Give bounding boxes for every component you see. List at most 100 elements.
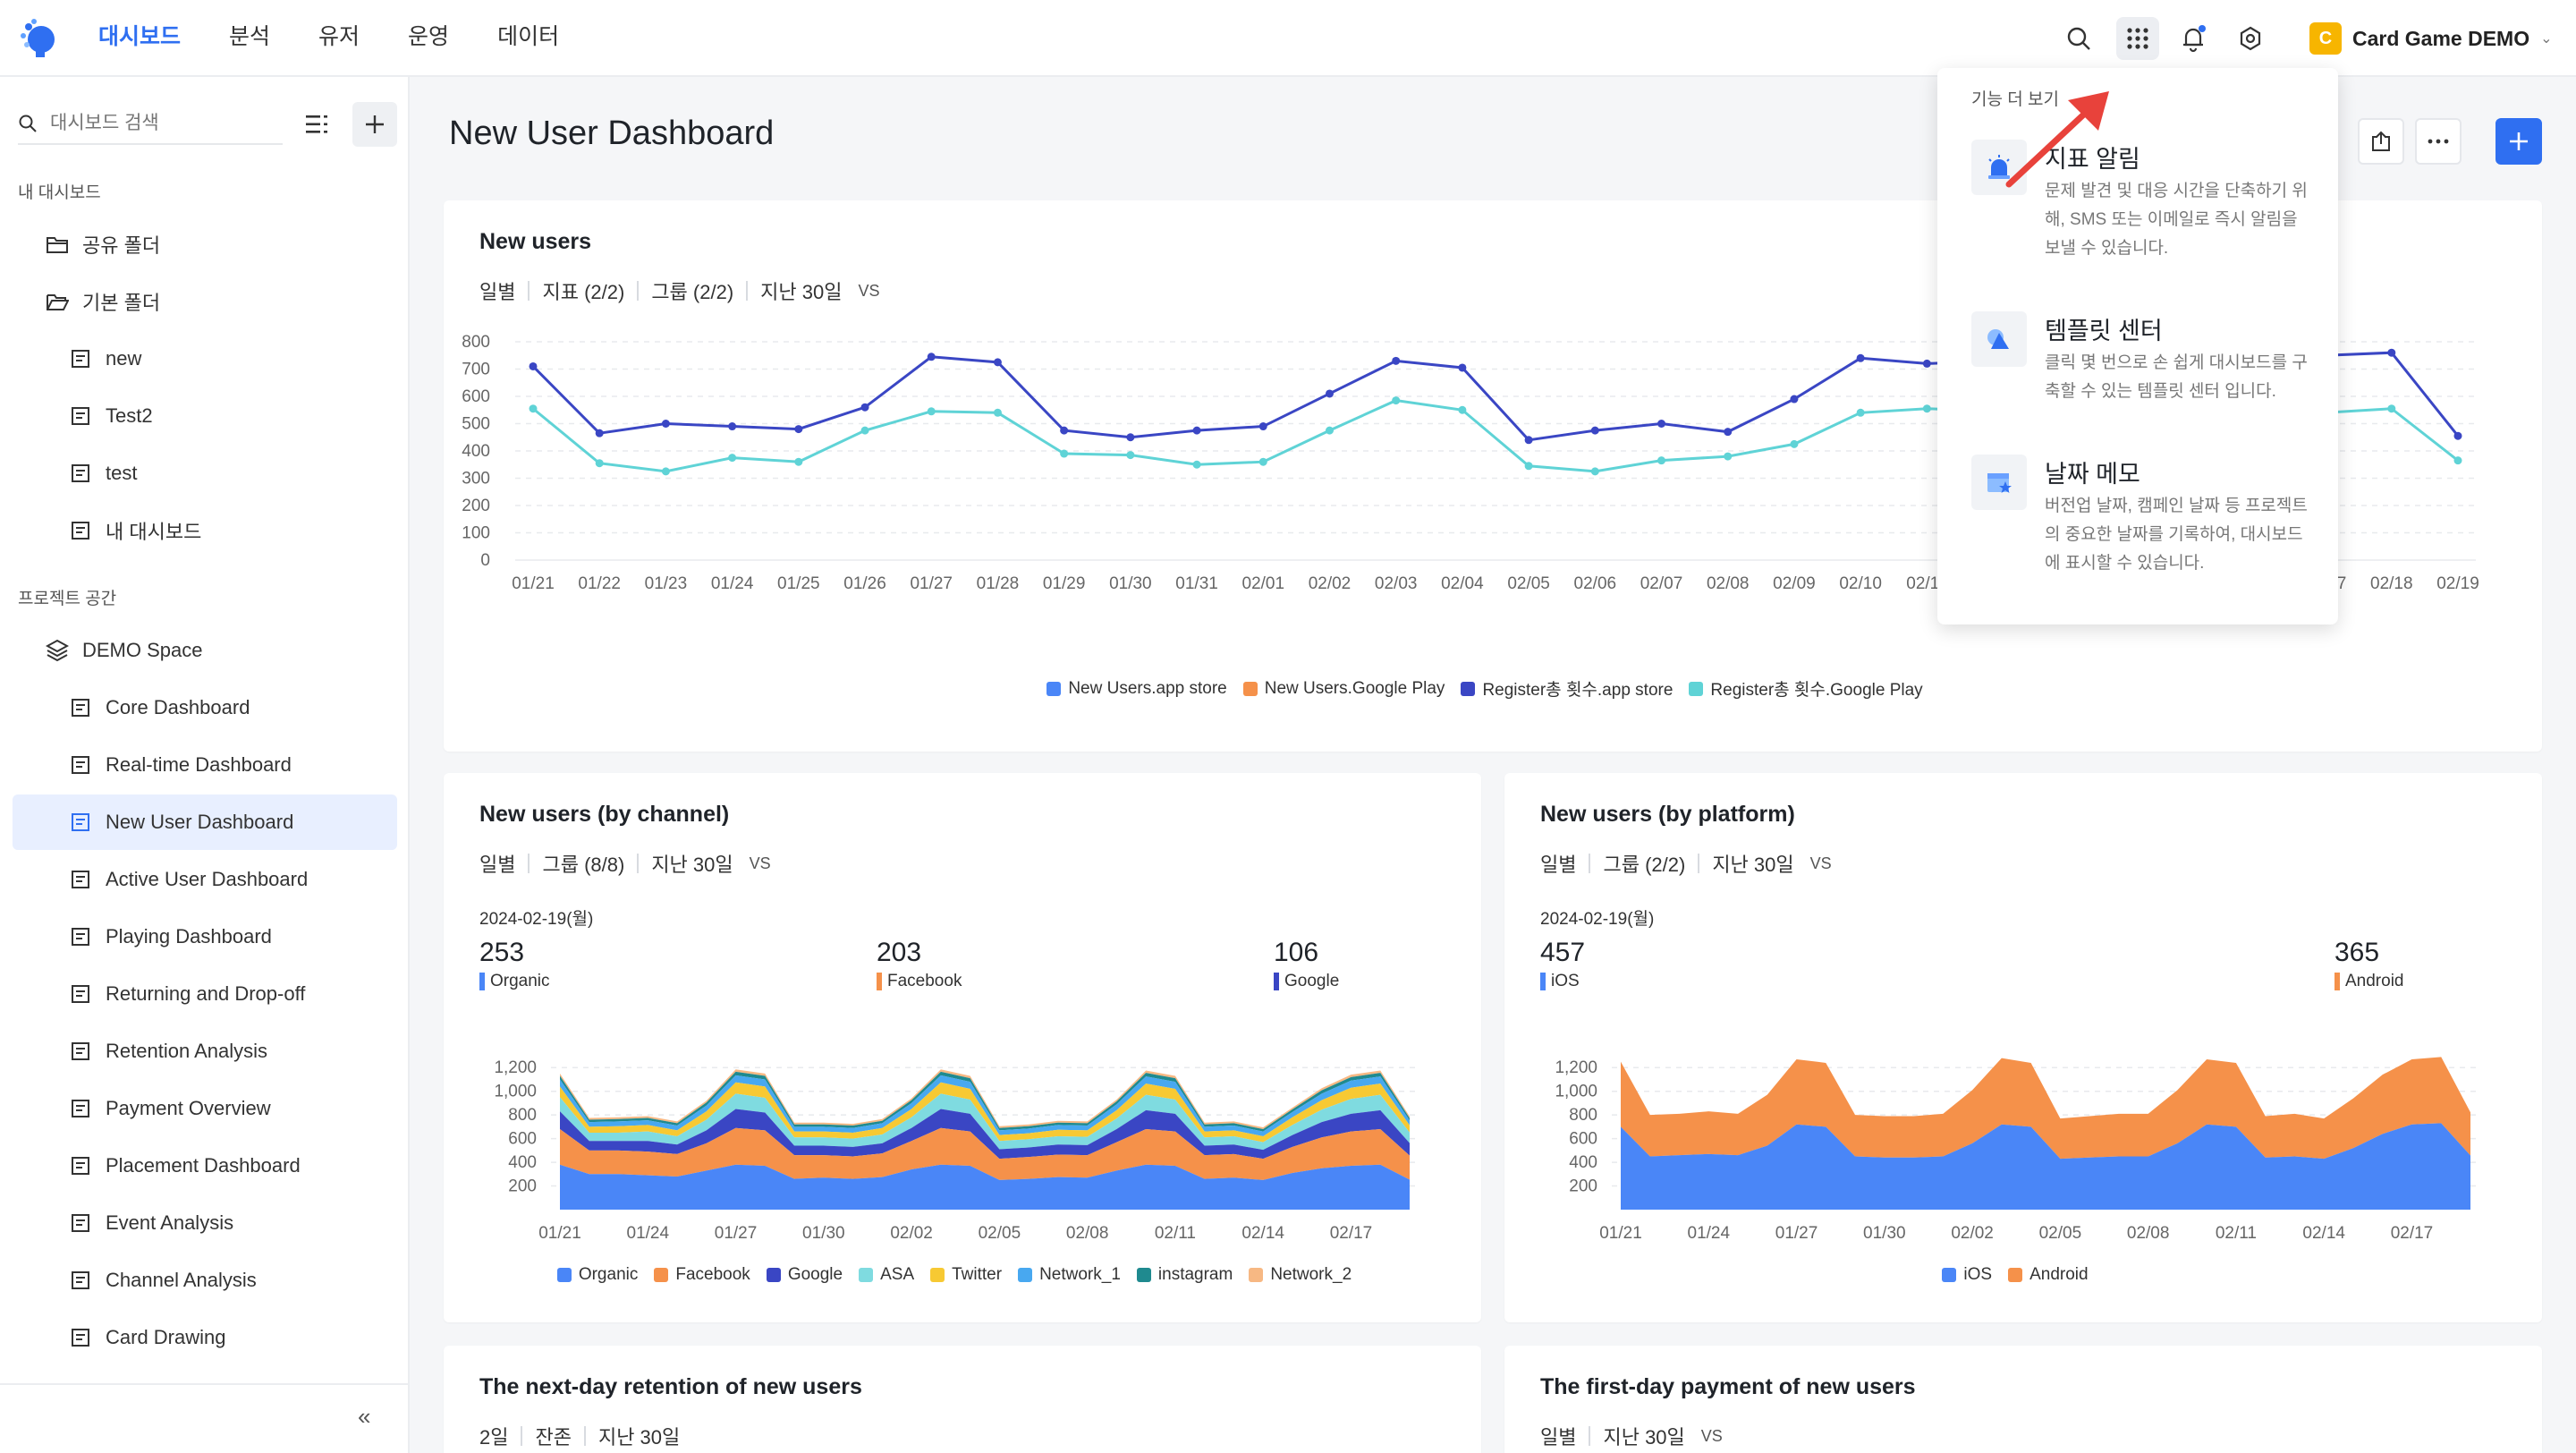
filter-interval[interactable]: 일별 xyxy=(1540,1426,1577,1449)
legend-item[interactable]: Organic xyxy=(556,1265,638,1285)
filter-interval[interactable]: 일별 xyxy=(479,281,516,303)
data-point xyxy=(1325,389,1334,398)
x-tick-label: 02/06 xyxy=(1574,574,1617,593)
legend-item[interactable]: Register총 횟수.app store xyxy=(1461,676,1673,701)
bell-icon[interactable] xyxy=(2172,17,2215,60)
filter-type[interactable]: 잔존 xyxy=(535,1426,572,1449)
sidebar-item-real-time-dashboard[interactable]: Real-time Dashboard xyxy=(13,737,397,793)
card-title[interactable]: New users (by channel) xyxy=(479,802,730,827)
filter-range[interactable]: 지난 30일 xyxy=(1603,1426,1685,1449)
card-title[interactable]: New users (by platform) xyxy=(1540,802,1795,827)
filter-range[interactable]: 지난 30일 xyxy=(651,854,733,876)
series-area xyxy=(1621,1057,2470,1160)
document-icon xyxy=(68,924,93,949)
sidebar-item-new[interactable]: new xyxy=(13,331,397,387)
compare-vs-toggle[interactable]: VS xyxy=(749,854,771,872)
settings-gear-icon[interactable] xyxy=(2229,17,2272,60)
legend-item[interactable]: iOS xyxy=(1942,1265,1992,1285)
add-chart-button[interactable] xyxy=(2496,118,2542,165)
filter-days[interactable]: 2일 xyxy=(479,1426,509,1449)
feature-metric-alert[interactable]: 지표 알림 문제 발견 및 대응 시간을 단축하기 위해, SMS 또는 이메일… xyxy=(1971,140,2320,265)
card-title[interactable]: New users xyxy=(479,229,592,254)
document-icon xyxy=(68,981,93,1007)
data-point xyxy=(1060,449,1069,458)
y-tick-label: 600 xyxy=(462,387,490,406)
compare-vs-toggle[interactable]: VS xyxy=(858,281,880,300)
add-dashboard-button[interactable] xyxy=(352,102,397,147)
legend-item[interactable]: Facebook xyxy=(654,1265,750,1285)
legend-item[interactable]: New Users.Google Play xyxy=(1242,679,1445,699)
filter-interval[interactable]: 일별 xyxy=(1540,854,1577,876)
share-button[interactable] xyxy=(2358,118,2404,165)
sidebar-item-core-dashboard[interactable]: Core Dashboard xyxy=(13,680,397,735)
dashboard-search-input[interactable] xyxy=(50,113,265,134)
legend-swatch xyxy=(2008,1268,2023,1282)
filter-metrics[interactable]: 지표 (2/2) xyxy=(542,281,625,303)
app-logo[interactable] xyxy=(18,18,59,59)
legend-item[interactable]: Register총 횟수.Google Play xyxy=(1689,676,1923,701)
sidebar-item-channel-analysis[interactable]: Channel Analysis xyxy=(13,1253,397,1308)
sidebar-item-event-analysis[interactable]: Event Analysis xyxy=(13,1195,397,1251)
legend-item[interactable]: ASA xyxy=(859,1265,914,1285)
sidebar-folder-default[interactable]: 기본 폴더 xyxy=(13,274,397,329)
legend-item[interactable]: Google xyxy=(766,1265,843,1285)
sidebar-item-label: Placement Dashboard xyxy=(106,1154,301,1177)
sidebar-item-test[interactable]: test xyxy=(13,446,397,501)
filter-groups[interactable]: 그룹 (2/2) xyxy=(1603,854,1686,876)
legend-item[interactable]: instagram xyxy=(1136,1265,1233,1285)
sidebar-space-demo[interactable]: DEMO Space xyxy=(13,623,397,678)
sidebar-item-active-user-dashboard[interactable]: Active User Dashboard xyxy=(13,852,397,907)
sidebar-item-returning-and-drop-off[interactable]: Returning and Drop-off xyxy=(13,966,397,1022)
sidebar-item-placement-dashboard[interactable]: Placement Dashboard xyxy=(13,1138,397,1194)
nav-data[interactable]: 데이터 xyxy=(497,24,560,49)
sidebar-item-payment-overview[interactable]: Payment Overview xyxy=(13,1081,397,1136)
y-tick-label: 500 xyxy=(462,415,490,434)
feature-template-center[interactable]: 템플릿 센터 클릭 몇 번으로 손 쉽게 대시보드를 구축할 수 있는 템플릿 … xyxy=(1971,311,2320,437)
filter-groups[interactable]: 그룹 (8/8) xyxy=(542,854,625,876)
card-title[interactable]: The first-day payment of new users xyxy=(1540,1374,1916,1399)
nav-users[interactable]: 유저 xyxy=(318,24,360,49)
sidebar-item-test2[interactable]: Test2 xyxy=(13,388,397,444)
card-first-day-payment: The first-day payment of new users 일별 지난… xyxy=(1504,1346,2542,1453)
compare-vs-toggle[interactable]: VS xyxy=(1700,1426,1723,1445)
legend-item[interactable]: New Users.app store xyxy=(1046,679,1227,699)
filter-range[interactable]: 지난 30일 xyxy=(760,281,843,303)
legend-item[interactable]: Network_1 xyxy=(1018,1265,1121,1285)
filter-groups[interactable]: 그룹 (2/2) xyxy=(651,281,734,303)
nav-operations[interactable]: 운영 xyxy=(408,24,450,49)
x-tick-label: 02/05 xyxy=(2039,1224,2082,1243)
filter-range[interactable]: 지난 30일 xyxy=(597,1426,681,1449)
data-point xyxy=(1856,353,1865,362)
sidebar-item-retention-analysis[interactable]: Retention Analysis xyxy=(13,1024,397,1079)
filter-interval[interactable]: 일별 xyxy=(479,854,516,876)
legend-item[interactable]: Network_2 xyxy=(1249,1265,1352,1285)
legend-item[interactable]: Android xyxy=(2008,1265,2089,1285)
data-point xyxy=(860,403,869,412)
more-dots-icon xyxy=(2428,139,2449,144)
data-point xyxy=(1392,396,1401,405)
sidebar-footer: « xyxy=(0,1383,408,1453)
legend-item[interactable]: Twitter xyxy=(930,1265,1002,1285)
compare-vs-toggle[interactable]: VS xyxy=(1809,854,1832,872)
search-icon[interactable] xyxy=(2057,17,2100,60)
sidebar-item-playing-dashboard[interactable]: Playing Dashboard xyxy=(13,909,397,964)
nav-dashboard[interactable]: 대시보드 xyxy=(98,24,182,49)
data-point xyxy=(661,420,670,428)
x-tick-label: 02/11 xyxy=(2216,1224,2257,1243)
apps-grid-icon[interactable] xyxy=(2116,17,2159,60)
collapse-sidebar-icon[interactable]: « xyxy=(358,1403,371,1430)
project-selector[interactable]: C Card Game DEMO ⌄ xyxy=(2309,20,2553,57)
feature-date-memo[interactable]: 날짜 메모 버전업 날짜, 캠페인 날짜 등 프로젝트의 중요한 날짜를 기록하… xyxy=(1971,455,2320,598)
sidebar-item-new-user-dashboard[interactable]: New User Dashboard xyxy=(13,794,397,850)
card-filters: 일별 지표 (2/2) 그룹 (2/2) 지난 30일 VS xyxy=(479,277,879,304)
legend-swatch xyxy=(1046,681,1062,696)
more-options-button[interactable] xyxy=(2415,118,2462,165)
sidebar-folder-shared[interactable]: 공유 폴더 xyxy=(13,217,397,272)
card-title[interactable]: The next-day retention of new users xyxy=(479,1374,862,1399)
sidebar-item-my-dashboard[interactable]: 내 대시보드 xyxy=(13,503,397,558)
sidebar-item-card-drawing[interactable]: Card Drawing xyxy=(13,1310,397,1365)
sidebar-item-label: 내 대시보드 xyxy=(106,521,202,543)
filter-range[interactable]: 지난 30일 xyxy=(1712,854,1794,876)
list-view-icon[interactable] xyxy=(299,106,336,143)
nav-analysis[interactable]: 분석 xyxy=(229,24,271,49)
